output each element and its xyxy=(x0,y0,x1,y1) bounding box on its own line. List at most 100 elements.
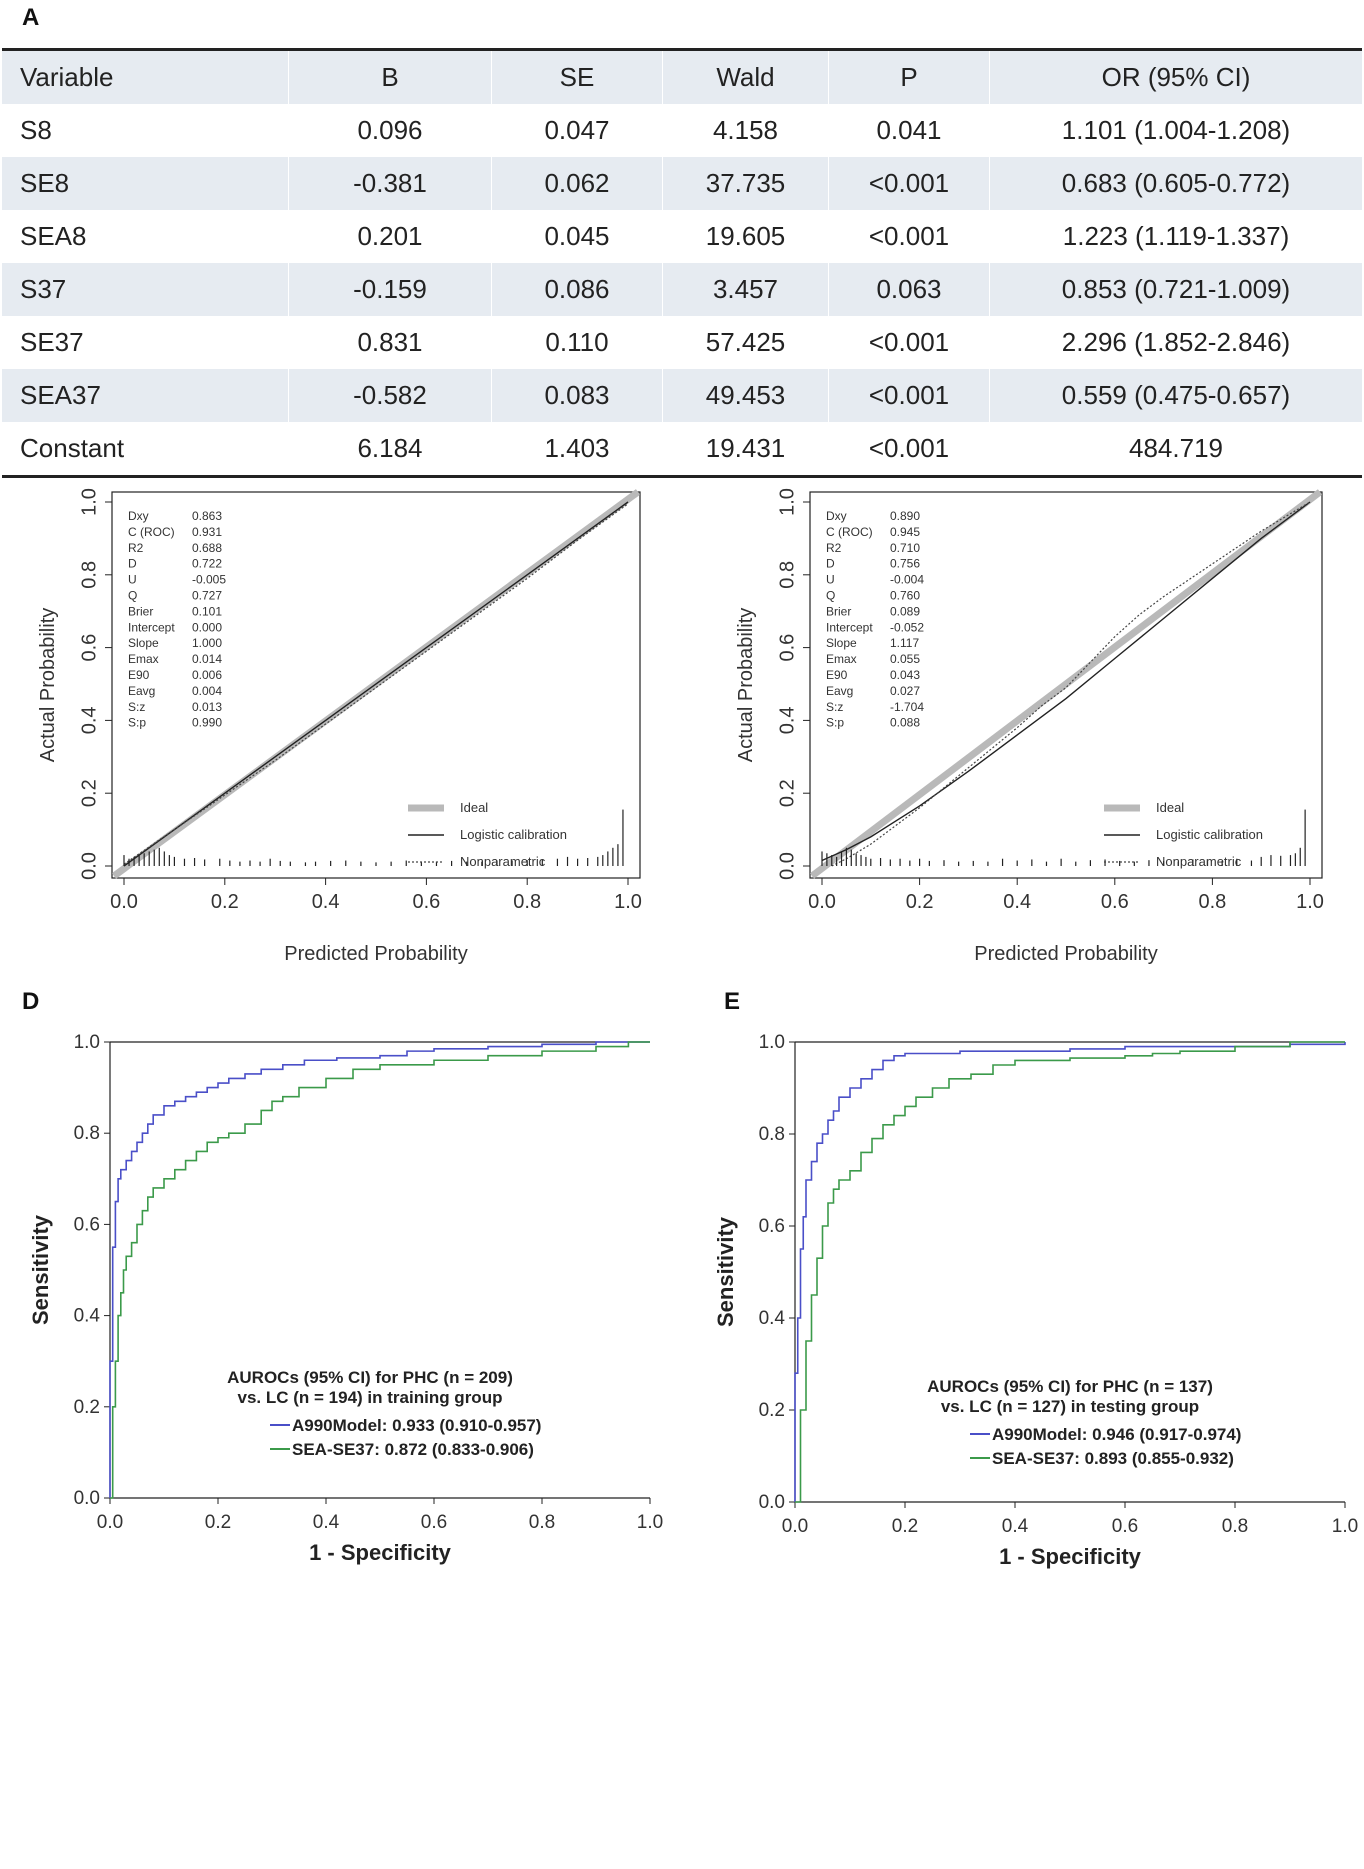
legend-title-line2: vs. LC (n = 127) in testing group xyxy=(941,1397,1199,1416)
y-tick-label: 0.4 xyxy=(78,706,100,734)
x-tick-label: 0.2 xyxy=(906,891,934,913)
calibration-chart-training: 0.0 0.0 0.2 0.2 0.4 0.4 0.6 0.6 0.8 0.8 1.0 1.0 Pred… xyxy=(37,488,642,965)
variable-cell: SEA8 xyxy=(20,221,87,251)
header-se: SE xyxy=(491,49,663,104)
stat-value: 1.000 xyxy=(192,636,222,650)
y-tick-label: 0.2 xyxy=(776,779,798,807)
stat-label: Dxy xyxy=(128,509,149,523)
stat-label: Brier xyxy=(128,604,153,618)
stat-label: Emax xyxy=(128,652,159,666)
table-header-row: Variable B SE Wald P OR (95% CI) xyxy=(2,49,1362,104)
header-wald: Wald xyxy=(662,49,829,104)
stat-value: 0.863 xyxy=(192,509,222,523)
value-cell: 0.083 xyxy=(491,369,663,422)
stat-value: -0.005 xyxy=(192,573,226,587)
value-cell: 0.045 xyxy=(491,210,663,263)
header-b: B xyxy=(288,49,492,104)
table-row: SEA8 0.201 0.045 19.605 <0.001 1.223 (1.119-1… xyxy=(2,210,1362,263)
value-cell: 1.403 xyxy=(491,422,663,477)
stat-value: 0.027 xyxy=(890,684,920,698)
x-tick-label: 0.6 xyxy=(1101,891,1129,913)
legend-logistic-label: Logistic calibration xyxy=(460,827,567,842)
stat-value: 0.756 xyxy=(890,557,920,571)
x-axis-label: Predicted Probability xyxy=(284,943,467,965)
y-tick-label: 1.0 xyxy=(776,488,798,516)
x-axis-label: 1 - Specificity xyxy=(309,1540,452,1565)
table-row: S8 0.096 0.047 4.158 0.041 1.101 (1.004-1.208… xyxy=(2,104,1362,157)
value-cell: 4.158 xyxy=(662,104,829,157)
x-tick-label: 1.0 xyxy=(637,1512,663,1533)
y-tick-label: 0.6 xyxy=(759,1216,785,1237)
legend-nonparametric-label: Nonparametric xyxy=(1156,854,1242,869)
stat-label: S:z xyxy=(826,700,843,714)
stat-value: 0.931 xyxy=(192,525,222,539)
stat-label: R2 xyxy=(128,541,144,555)
value-cell: 1.223 (1.119-1.337) xyxy=(989,210,1362,263)
y-tick-label: 0.4 xyxy=(74,1306,101,1327)
stat-value: 0.006 xyxy=(192,668,222,682)
y-axis-label: Sensitivity xyxy=(28,1214,53,1325)
stat-value: 0.055 xyxy=(890,652,920,666)
value-cell: -0.159 xyxy=(288,263,492,316)
y-tick-label: 0.8 xyxy=(78,561,100,589)
y-tick-label: 0.0 xyxy=(74,1488,100,1509)
value-cell: 0.110 xyxy=(491,316,663,369)
panel-label-a: A xyxy=(22,4,40,31)
legend-ideal-label: Ideal xyxy=(460,800,488,815)
value-cell: <0.001 xyxy=(828,369,990,422)
stat-label: Eavg xyxy=(128,684,155,698)
y-tick-label: 1.0 xyxy=(759,1032,785,1053)
variable-cell: S8 xyxy=(20,115,52,145)
value-cell: 0.041 xyxy=(828,104,990,157)
stat-value: -0.052 xyxy=(890,620,924,634)
stat-label: Q xyxy=(128,589,137,603)
x-tick-label: 0.8 xyxy=(1198,891,1226,913)
ideal-line xyxy=(809,489,1323,879)
header-variable: Variable xyxy=(20,62,114,92)
value-cell: 0.096 xyxy=(288,104,492,157)
stat-value: 0.014 xyxy=(192,652,222,666)
value-cell: <0.001 xyxy=(828,210,990,263)
y-tick-label: 0.4 xyxy=(759,1308,786,1329)
x-axis-label: Predicted Probability xyxy=(974,943,1157,965)
value-cell: 0.201 xyxy=(288,210,492,263)
value-cell: 0.683 (0.605-0.772) xyxy=(989,157,1362,210)
x-tick-label: 0.2 xyxy=(892,1516,918,1537)
legend-label: SEA-SE37: 0.893 (0.855-0.932) xyxy=(992,1449,1234,1468)
value-cell: 0.559 (0.475-0.657) xyxy=(989,369,1362,422)
legend-label: A990Model: 0.933 (0.910-0.957) xyxy=(292,1416,541,1435)
stat-value: 0.945 xyxy=(890,525,920,539)
value-cell: 3.457 xyxy=(662,263,829,316)
x-tick-label: 0.2 xyxy=(211,891,239,913)
x-tick-label: 1.0 xyxy=(614,891,642,913)
value-cell: <0.001 xyxy=(828,157,990,210)
legend-label: SEA-SE37: 0.872 (0.833-0.906) xyxy=(292,1440,534,1459)
x-tick-label: 0.0 xyxy=(97,1512,123,1533)
stat-value: 0.013 xyxy=(192,700,222,714)
y-tick-label: 1.0 xyxy=(74,1032,100,1053)
roc-curve-sea-se37 xyxy=(795,1041,1345,1503)
roc-chart-training: 0.0 0.0 0.2 0.2 0.4 0.4 0.6 0.6 0.8 0.8 1.0 1.0 1 - … xyxy=(28,1032,663,1565)
stat-value: 0.990 xyxy=(192,716,222,730)
y-tick-label: 0.0 xyxy=(776,852,798,880)
logistic-calibration-line xyxy=(123,501,629,867)
stat-label: R2 xyxy=(826,541,842,555)
stat-value: 0.043 xyxy=(890,668,920,682)
stat-label: S:p xyxy=(128,716,146,730)
y-tick-label: 0.6 xyxy=(776,634,798,662)
variable-cell: Constant xyxy=(20,433,125,463)
x-tick-label: 0.2 xyxy=(205,1512,231,1533)
y-tick-label: 1.0 xyxy=(78,488,100,516)
header-p: P xyxy=(828,49,990,104)
value-cell: -0.582 xyxy=(288,369,492,422)
calibration-chart-testing: 0.0 0.0 0.2 0.2 0.4 0.4 0.6 0.6 0.8 0.8 1.0 1.0 Pred… xyxy=(735,488,1324,965)
value-cell: 19.605 xyxy=(662,210,829,263)
x-tick-label: 0.8 xyxy=(529,1512,555,1533)
x-tick-label: 0.0 xyxy=(808,891,836,913)
stat-value: 0.088 xyxy=(890,716,920,730)
value-cell: -0.381 xyxy=(288,157,492,210)
nonparametric-line xyxy=(123,503,629,865)
value-cell: 0.047 xyxy=(491,104,663,157)
variable-cell: S37 xyxy=(20,274,67,304)
y-tick-label: 0.6 xyxy=(78,634,100,662)
